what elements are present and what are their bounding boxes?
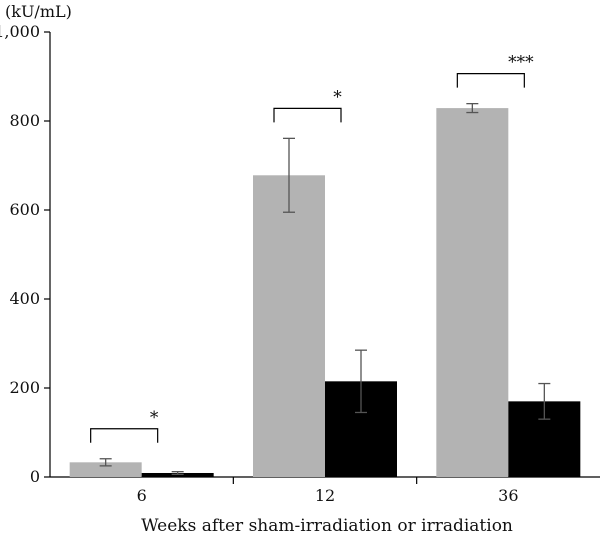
bar	[436, 108, 509, 477]
x-tick-label: 36	[498, 486, 518, 505]
y-tick-label: 400	[9, 289, 40, 308]
x-tick-label: 6	[137, 486, 147, 505]
significance-marker: *	[150, 408, 159, 428]
significance-bracket	[456, 73, 525, 88]
significance-marker: ***	[508, 53, 534, 73]
y-tick-label: 0	[30, 467, 40, 486]
x-tick-label: 12	[315, 486, 335, 505]
bar	[253, 175, 325, 478]
y-tick-label: 600	[9, 200, 40, 219]
x-axis-label: Weeks after sham-irradiation or irradiat…	[141, 516, 513, 536]
y-tick-label: 1,000	[0, 22, 40, 41]
y-tick-label: 800	[9, 111, 40, 130]
bar	[141, 472, 214, 477]
significance-bracket	[90, 428, 159, 443]
significance-marker: *	[333, 87, 342, 107]
significance-bracket	[273, 107, 342, 123]
y-axis-unit-label: (kU/mL)	[5, 2, 72, 21]
y-tick-label: 200	[9, 378, 40, 397]
bar	[69, 462, 142, 477]
